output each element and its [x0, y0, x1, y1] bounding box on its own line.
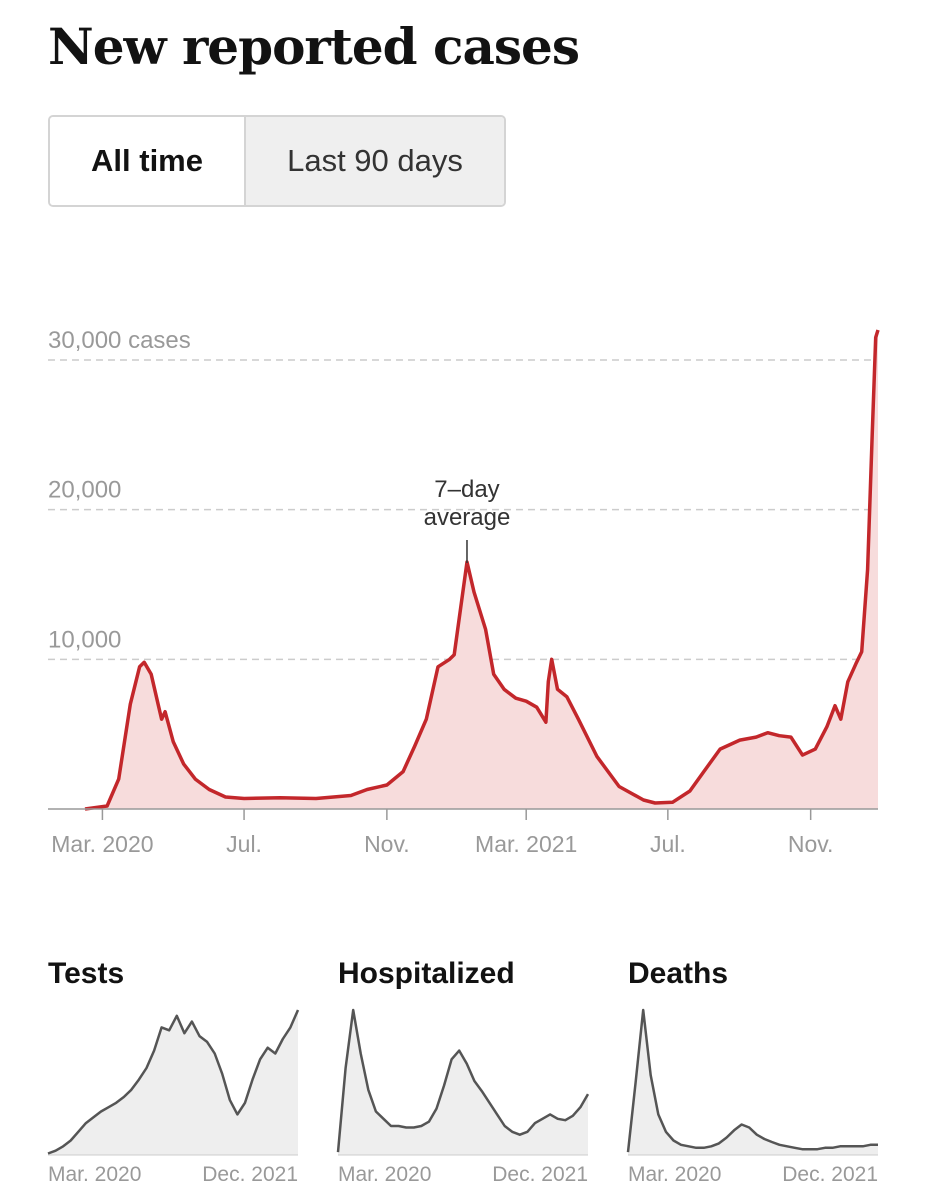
x-tick-label: Nov.: [364, 831, 410, 857]
x-tick-label: Mar. 2021: [475, 831, 577, 857]
x-tick-label: Jul.: [650, 831, 686, 857]
cases-chart: 10,000 20,000 30,000 cases Mar. 2020 Jul. No…: [48, 327, 880, 857]
mini-line: [336, 1008, 590, 1153]
mini-x-label-start: Mar. 2020: [628, 1163, 721, 1186]
time-range-toggle: All time Last 90 days: [48, 115, 506, 207]
y-tick-label: 30,000 cases: [48, 327, 191, 354]
hospitalized-chart: Hospitalized Mar. 2020 Dec. 2021: [336, 957, 590, 1186]
mini-chart-title: Deaths: [628, 957, 728, 990]
page-title: New reported cases: [48, 17, 580, 76]
mini-x-label-end: Dec. 2021: [782, 1163, 878, 1186]
mini-chart-title: Hospitalized: [338, 957, 515, 990]
y-tick-label: 20,000: [48, 477, 121, 504]
x-tick-label: Nov.: [788, 831, 834, 857]
x-tick-label: Jul.: [226, 831, 262, 857]
mini-chart-title: Tests: [48, 957, 124, 990]
cases-area: [85, 330, 878, 809]
mini-line: [626, 1008, 878, 1153]
last-90-days-button[interactable]: Last 90 days: [246, 117, 504, 205]
all-time-button[interactable]: All time: [50, 117, 246, 205]
x-axis: Mar. 2020 Jul. Nov. Mar. 2021 Jul. Nov.: [51, 809, 833, 857]
grid-lines: 10,000 20,000 30,000 cases: [48, 327, 878, 661]
mini-line: [47, 1009, 300, 1155]
y-tick-label: 10,000: [48, 626, 121, 653]
mini-x-label-end: Dec. 2021: [492, 1163, 588, 1186]
mini-area: [338, 1010, 588, 1155]
mini-x-label-end: Dec. 2021: [202, 1163, 298, 1186]
deaths-chart: Deaths Mar. 2020 Dec. 2021: [626, 957, 878, 1186]
x-tick-label: Mar. 2020: [51, 831, 153, 857]
cases-line: [84, 329, 880, 811]
mini-x-label-start: Mar. 2020: [48, 1163, 141, 1186]
mini-area: [48, 1010, 298, 1155]
mini-x-label-start: Mar. 2020: [338, 1163, 431, 1186]
mini-area: [628, 1010, 878, 1155]
annotation-text: average: [424, 504, 511, 531]
annotation-text: 7–day: [434, 476, 499, 503]
tests-chart: Tests Mar. 2020 Dec. 2021: [47, 957, 300, 1186]
